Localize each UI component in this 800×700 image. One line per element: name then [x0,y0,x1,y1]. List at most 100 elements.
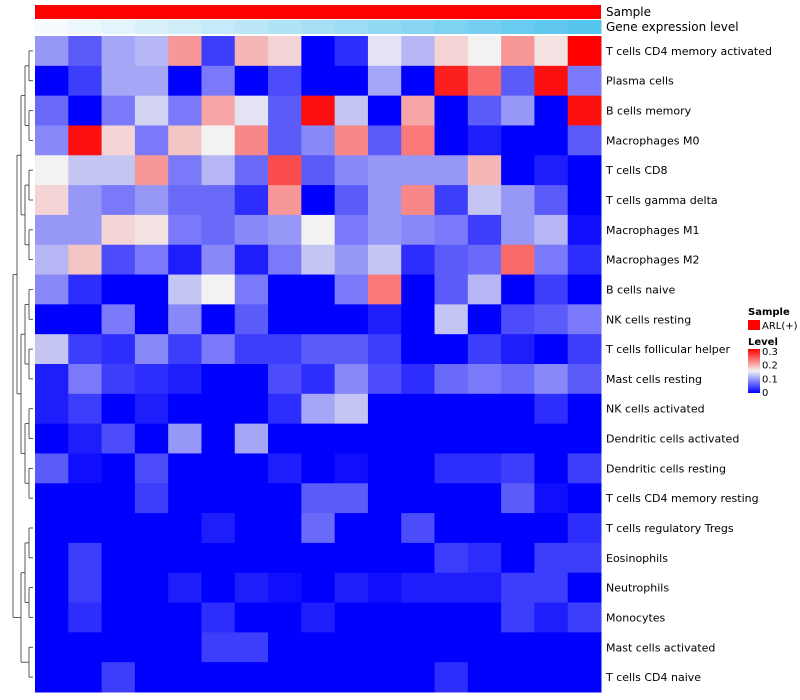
heatmap-cell [35,483,69,514]
heatmap-cell [68,214,103,246]
heatmap-cell [201,572,236,604]
heatmap-cell [467,393,502,425]
gene-expression-annotation-cell [134,20,169,34]
heatmap-cell [168,155,202,186]
heatmap-cell [35,304,69,335]
heatmap-cell [134,334,169,365]
heatmap-cell [301,393,336,425]
heatmap-cell [134,244,169,276]
heatmap-cell [401,95,436,126]
heatmap-cell [35,602,69,633]
heatmap-cell [134,542,169,574]
row-dendrogram [12,50,33,678]
heatmap-cell [101,572,136,604]
legend-level-tick: 0.3 [762,347,778,358]
row-labels: T cells CD4 memory activated Plasma cells… [605,45,772,684]
heatmap-cell [234,304,269,335]
heatmap-cell [101,423,136,454]
gene-expression-annotation-cell [501,20,535,34]
heatmap-cell [567,423,602,454]
heatmap-cell [467,185,502,216]
heatmap-cell [268,483,302,514]
heatmap-cell [367,334,402,365]
heatmap-cell [134,662,169,693]
heatmap-cell [401,662,436,693]
heatmap-cell [268,334,302,365]
heatmap-cell [35,662,69,693]
heatmap-cell [334,155,369,186]
row-label: Monocytes [606,612,666,625]
heatmap-cell [101,542,136,574]
heatmap-cell [501,95,535,126]
column-annotation-bars [35,5,602,34]
heatmap-cell [534,334,569,365]
row-label: T cells CD4 memory activated [605,45,772,58]
heatmap-cell [68,423,103,454]
heatmap-cell [301,304,336,335]
heatmap-cell [534,36,569,67]
heatmap-cell [35,155,69,186]
heatmap-cell [434,65,469,97]
heatmap-cell [567,214,602,246]
row-label: Macrophages M2 [606,254,699,267]
heatmap-cell [501,513,535,544]
heatmap-cell [401,364,436,395]
heatmap-cell [467,95,502,126]
heatmap-cell [501,274,535,305]
heatmap-cell [501,214,535,246]
heatmap-cell [168,36,202,67]
legend-level-colorbar [748,349,760,393]
heatmap-cell [401,155,436,186]
heatmap-cell [334,125,369,156]
heatmap-cell [168,185,202,216]
heatmap-cell [168,453,202,484]
heatmap-cell [134,125,169,156]
heatmap-cell [35,274,69,305]
heatmap-cell [501,572,535,604]
heatmap-cell [334,513,369,544]
heatmap-cell [567,572,602,604]
heatmap-cell [301,65,336,97]
heatmap-cell [301,364,336,395]
heatmap-cell [168,65,202,97]
heatmap-cell [534,95,569,126]
heatmap-cell [334,274,369,305]
heatmap-cell [234,95,269,126]
row-label: Eosinophils [606,552,668,565]
heatmap-cell [301,453,336,484]
heatmap-cell [434,602,469,633]
heatmap-cell [301,214,336,246]
heatmap-cell [234,214,269,246]
heatmap-cell [534,483,569,514]
legend-sample-title: Sample [748,307,790,318]
heatmap-cell [268,393,302,425]
heatmap-cell [434,304,469,335]
heatmap-cell [334,36,369,67]
heatmap-cell [168,662,202,693]
heatmap-cell [134,304,169,335]
heatmap-cell [301,185,336,216]
heatmap-cell [234,125,269,156]
heatmap-cell [367,304,402,335]
heatmap-cell [334,453,369,484]
heatmap-cell [501,662,535,693]
heatmap-cell [134,155,169,186]
heatmap-cell [268,36,302,67]
heatmap-cell [501,602,535,633]
heatmap-cell [434,632,469,663]
heatmap-cell [501,453,535,484]
legend-level-title: Level [748,337,778,348]
heatmap-cell [168,274,202,305]
heatmap-cell [268,364,302,395]
heatmap-cell [367,393,402,425]
heatmap-cell [567,244,602,276]
heatmap-cell [467,125,502,156]
heatmap-cell [268,185,302,216]
heatmap-cell [35,423,69,454]
heatmap-cell [301,602,336,633]
heatmap-cell [401,453,436,484]
heatmap-cell [35,393,69,425]
heatmap-cell [134,513,169,544]
gene-expression-annotation-cell [101,20,136,34]
heatmap-cell [68,393,103,425]
